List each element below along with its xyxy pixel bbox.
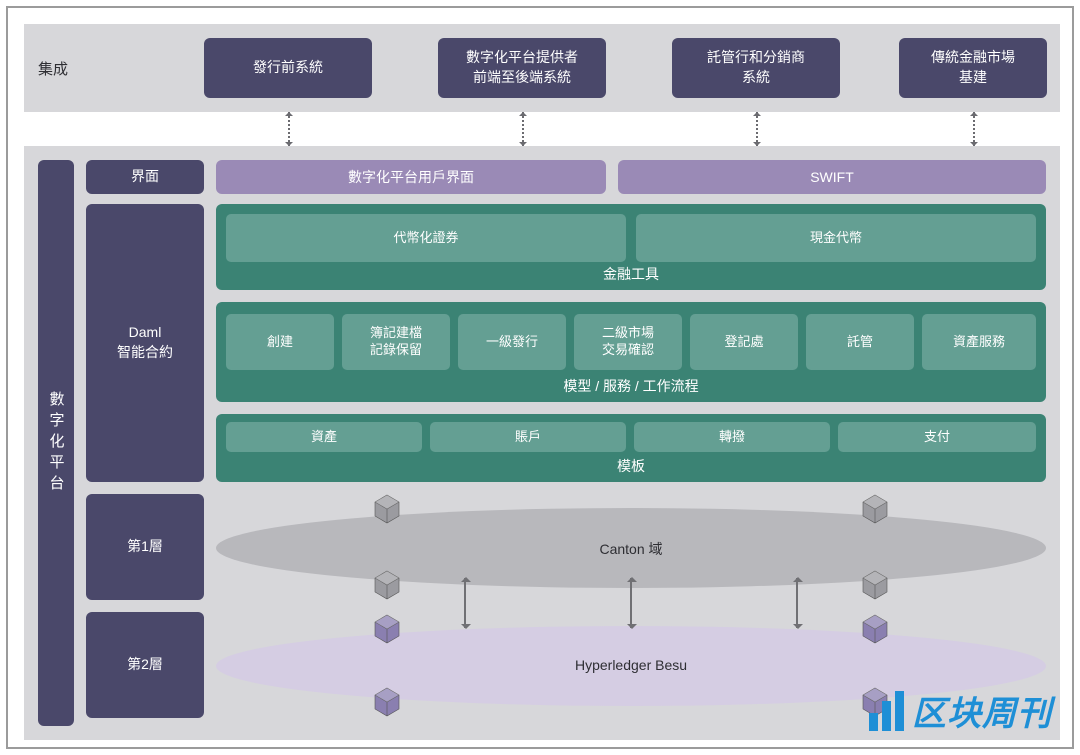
group-cell: 賬戶 bbox=[430, 422, 626, 452]
cube-icon bbox=[374, 494, 400, 524]
diagram-frame: 集成 發行前系統 數字化平台提供者前端至後端系統 託管行和分銷商系統傳統金融市場基建… bbox=[6, 6, 1074, 749]
cube-icon bbox=[862, 494, 888, 524]
layer-group: 模板 資產賬戶轉撥支付 bbox=[216, 414, 1046, 482]
cube-icon bbox=[374, 570, 400, 600]
integration-box: 傳統金融市場基建 bbox=[899, 38, 1047, 98]
bidir-arrow bbox=[464, 578, 466, 628]
layer-group: 金融工具代幣化證券現金代幣 bbox=[216, 204, 1046, 290]
ellipse-label: Canton 域 bbox=[216, 539, 1046, 559]
cube-icon bbox=[374, 687, 400, 717]
ui-layer-box: 數字化平台用戶界面 bbox=[216, 160, 606, 194]
side-label-box: 界面 bbox=[86, 160, 204, 194]
side-label-box: 第2層 bbox=[86, 612, 204, 718]
group-cell: 二級市場交易確認 bbox=[574, 314, 682, 370]
group-label: 金融工具 bbox=[216, 264, 1046, 284]
integration-box: 發行前系統 bbox=[204, 38, 372, 98]
group-cell: 一級發行 bbox=[458, 314, 566, 370]
cube-icon bbox=[862, 614, 888, 644]
group-label: 模板 bbox=[216, 456, 1046, 476]
watermark-bars bbox=[869, 691, 904, 731]
integration-panel: 集成 發行前系統 數字化平台提供者前端至後端系統 託管行和分銷商系統傳統金融市場基建 bbox=[24, 24, 1060, 112]
group-cell: 支付 bbox=[838, 422, 1036, 452]
side-label-box: 第1層 bbox=[86, 494, 204, 600]
cube-icon bbox=[374, 614, 400, 644]
watermark-text: 区块周刊 bbox=[912, 686, 1052, 735]
group-cell: 現金代幣 bbox=[636, 214, 1036, 262]
integration-box: 數字化平台提供者前端至後端系統 bbox=[438, 38, 606, 98]
group-cell: 簿記建檔記錄保留 bbox=[342, 314, 450, 370]
ellipse-label: Hyperledger Besu bbox=[216, 657, 1046, 673]
ui-layer-box: SWIFT bbox=[618, 160, 1046, 194]
bidir-arrow bbox=[630, 578, 632, 628]
bidir-arrow bbox=[796, 578, 798, 628]
side-label-box: Daml智能合約 bbox=[86, 204, 204, 482]
group-cell: 轉撥 bbox=[634, 422, 830, 452]
platform-vertical-text: 數字化平台 bbox=[46, 391, 67, 496]
dotted-connector bbox=[756, 112, 758, 146]
group-cell: 登記處 bbox=[690, 314, 798, 370]
layer-group: 模型 / 服務 / 工作流程 創建簿記建檔記錄保留一級發行二級市場交易確認登記處託… bbox=[216, 302, 1046, 402]
integration-label: 集成 bbox=[38, 58, 68, 79]
dotted-connector bbox=[522, 112, 524, 146]
group-cell: 資產 bbox=[226, 422, 422, 452]
dotted-connector bbox=[288, 112, 290, 146]
group-cell: 代幣化證券 bbox=[226, 214, 626, 262]
group-label: 模型 / 服務 / 工作流程 bbox=[216, 376, 1046, 396]
group-cell: 託管 bbox=[806, 314, 914, 370]
integration-box: 託管行和分銷商系統 bbox=[672, 38, 840, 98]
group-cell: 資產服務 bbox=[922, 314, 1036, 370]
group-cell: 創建 bbox=[226, 314, 334, 370]
main-panel: 數字化平台 界面 Daml智能合約第1層第2層 數字化平台用戶界面 SWIFT 金融工具… bbox=[24, 146, 1060, 740]
platform-vertical-label: 數字化平台 bbox=[38, 160, 74, 726]
cube-icon bbox=[862, 570, 888, 600]
watermark-logo: 区块周刊 bbox=[869, 686, 1052, 735]
dotted-connector bbox=[973, 112, 975, 146]
